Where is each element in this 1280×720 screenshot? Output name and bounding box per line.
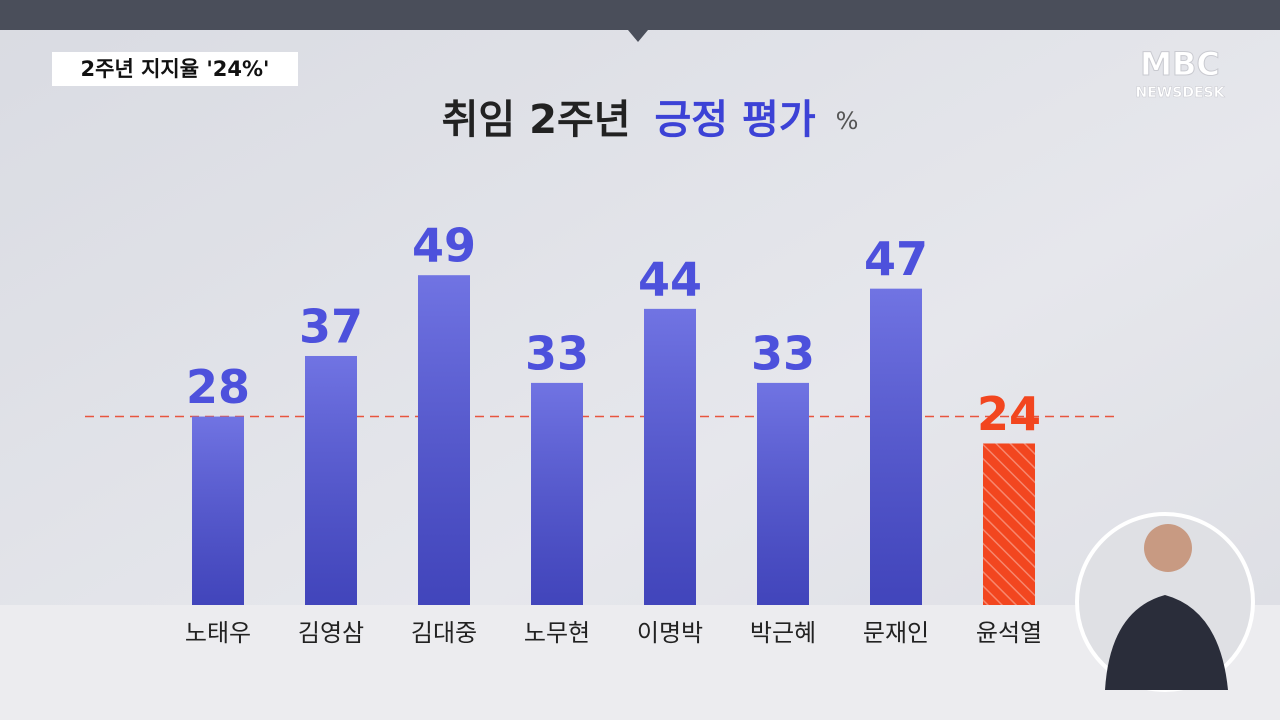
x-tick-label: 노무현: [524, 619, 590, 647]
caption-box: [52, 52, 298, 86]
title-highlight: 긍정 평가: [655, 97, 816, 143]
logo-program: NEWSDESK: [1136, 85, 1226, 101]
bar-shading: [418, 275, 470, 605]
top-band: [0, 0, 1280, 30]
title-unit: %: [836, 107, 859, 135]
x-tick-label: 노태우: [185, 619, 251, 647]
x-tick-label: 박근혜: [750, 619, 816, 647]
interpreter-body: [1105, 595, 1228, 690]
bar-shading: [983, 443, 1035, 605]
value-label: 37: [299, 299, 363, 353]
chart-title: 취임 2주년 긍정 평가 %: [442, 97, 859, 143]
logo-brand: MBC: [1140, 45, 1220, 83]
x-tick-label: 윤석열: [976, 619, 1042, 647]
bottom-strip: [0, 605, 1280, 720]
bar-shading: [192, 416, 244, 605]
x-tick-label: 김대중: [411, 619, 477, 647]
x-tick-label: 김영삼: [298, 619, 364, 647]
bar-shading: [757, 382, 809, 605]
plot: 28 노태우 37 김영삼 49 김대중 33 노무현 44 이명박 33 박근혜 47 문재인 24 윤석열: [85, 219, 1115, 647]
interpreter-head: [1144, 524, 1192, 572]
value-label: 33: [525, 326, 589, 380]
title-main: 취임 2주년: [442, 97, 631, 143]
x-tick-label: 문재인: [863, 619, 929, 647]
pointer: [628, 30, 648, 42]
bar-shading: [531, 382, 583, 605]
value-label: 28: [186, 360, 250, 414]
value-label: 47: [864, 232, 928, 286]
x-tick-label: 이명박: [637, 619, 703, 647]
value-label: 24: [977, 387, 1041, 441]
bar-shading: [305, 355, 357, 605]
bar-shading: [870, 288, 922, 605]
value-label: 44: [638, 252, 702, 306]
value-label: 49: [412, 219, 476, 273]
bar-shading: [644, 308, 696, 605]
value-label: 33: [751, 326, 815, 380]
caption: 2주년 지지율 '24%': [81, 57, 270, 81]
